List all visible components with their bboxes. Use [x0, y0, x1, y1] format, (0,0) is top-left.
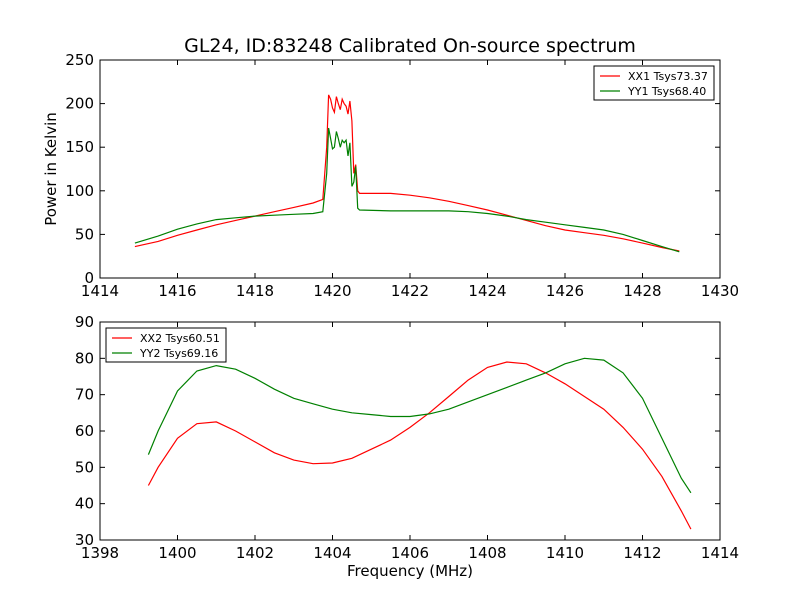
legend-entry: YY1 Tsys68.40	[627, 85, 706, 98]
x-tick-label: 1402	[236, 544, 274, 562]
top-subplot: GL24, ID:83248 Calibrated On-source spec…	[42, 35, 739, 300]
y-tick-label: 60	[75, 422, 94, 440]
x-tick-label: 1414	[701, 544, 739, 562]
series-line-xx2	[147, 361, 692, 530]
x-tick-label: 1428	[623, 282, 661, 300]
x-tick-label: 1412	[623, 544, 661, 562]
legend-entry: YY2 Tsys69.16	[139, 347, 218, 360]
legend-entry: XX2 Tsys60.51	[140, 332, 220, 345]
x-tick-label: 1426	[546, 282, 584, 300]
x-axis-label: Frequency (MHz)	[347, 562, 473, 580]
chart-title: GL24, ID:83248 Calibrated On-source spec…	[184, 35, 636, 57]
x-tick-label: 1400	[158, 544, 196, 562]
y-tick-label: 200	[65, 95, 94, 113]
x-tick-label: 1424	[468, 282, 506, 300]
y-tick-label: 150	[65, 138, 94, 156]
series-line-xx1	[134, 94, 680, 252]
legend: XX2 Tsys60.51 YY2 Tsys69.16	[105, 327, 227, 363]
series-line-yy2	[147, 357, 692, 494]
legend-entry: XX1 Tsys73.37	[628, 70, 708, 83]
y-tick-label: 90	[75, 313, 94, 331]
x-tick-label: 1420	[313, 282, 351, 300]
x-tick-label: 1414	[81, 282, 119, 300]
x-tick-label: 1416	[158, 282, 196, 300]
legend-box	[593, 65, 715, 101]
x-tick-label: 1406	[391, 544, 429, 562]
legend-box	[105, 327, 227, 363]
bottom-subplot: 1398 1400 1402 1404 1406 1408 1410 1412 1414 30 40…	[75, 313, 739, 580]
y-tick-label: 50	[75, 458, 94, 476]
x-tick-label: 1430	[701, 282, 739, 300]
x-tick-label: 1408	[468, 544, 506, 562]
y-tick-label: 80	[75, 349, 94, 367]
y-axis-label: Power in Kelvin	[42, 112, 60, 226]
y-tick-label: 0	[84, 269, 94, 287]
x-tick-label: 1418	[236, 282, 274, 300]
x-tick-label: 1410	[546, 544, 584, 562]
y-tick-label: 30	[75, 531, 94, 549]
series-line-yy1	[134, 127, 680, 253]
x-tick-label: 1422	[391, 282, 429, 300]
legend: XX1 Tsys73.37 YY1 Tsys68.40	[593, 65, 715, 101]
y-tick-label: 250	[65, 51, 94, 69]
y-tick-label: 100	[65, 182, 94, 200]
x-tick-label: 1398	[81, 544, 119, 562]
y-tick-label: 70	[75, 386, 94, 404]
x-tick-label: 1404	[313, 544, 351, 562]
y-tick-label: 40	[75, 495, 94, 513]
y-tick-label: 50	[75, 225, 94, 243]
